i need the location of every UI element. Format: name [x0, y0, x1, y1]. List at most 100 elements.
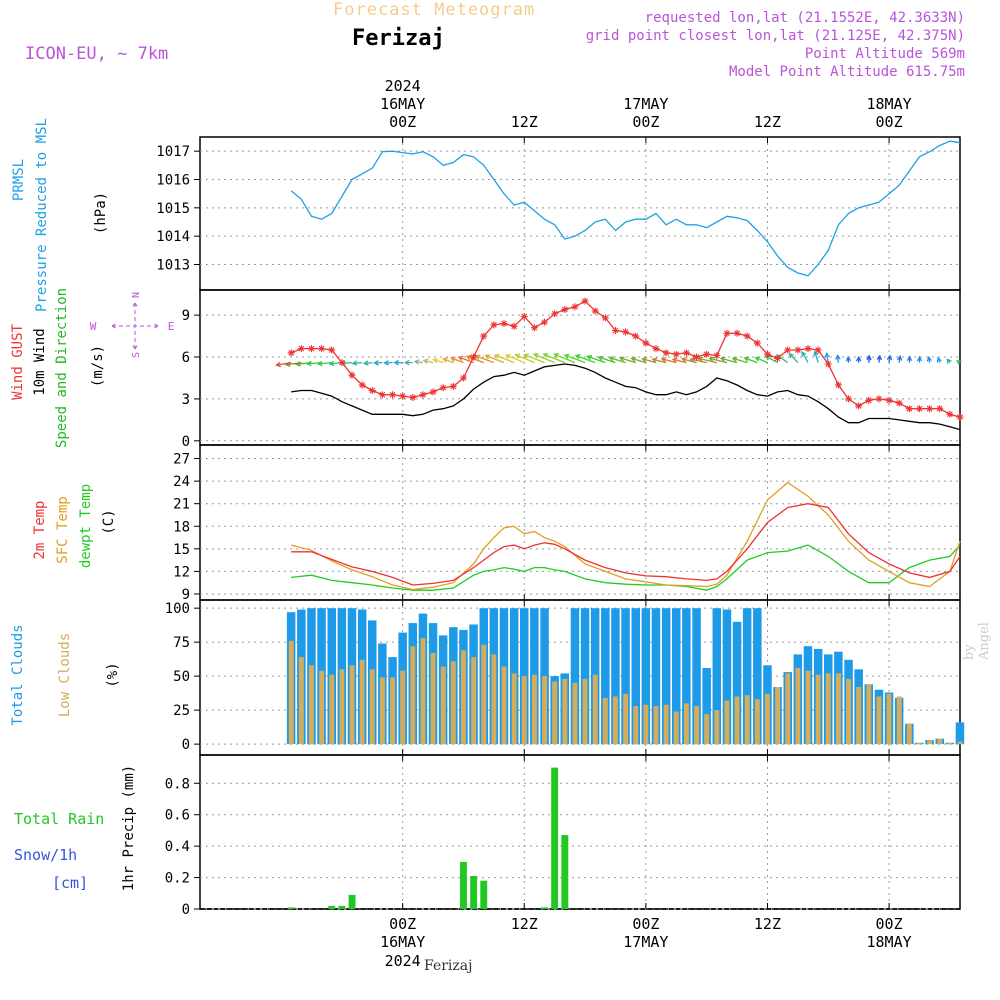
wind-gust-marker — [794, 346, 802, 354]
wind-gust-marker — [297, 345, 305, 353]
precip-ytick-label: 0.2 — [165, 871, 190, 887]
wind-gust-marker — [703, 350, 711, 358]
low-cloud-bar — [765, 693, 770, 745]
low-cloud-bar — [744, 695, 750, 745]
wind-gust-marker — [449, 382, 457, 390]
top-time-label: 00Z — [389, 113, 416, 131]
total-cloud-bar — [722, 609, 732, 745]
total-cloud-bar — [955, 722, 965, 745]
wind-arrow-head — [574, 354, 581, 360]
wind-direction-arrow — [475, 355, 495, 364]
precip-ytick-label: 0 — [182, 902, 190, 918]
bottom-time-label: 00Z — [389, 915, 416, 933]
clouds-ytick-label: 75 — [173, 635, 190, 651]
wind-gust-marker — [480, 332, 488, 340]
wind-arrow-head — [284, 361, 291, 367]
wind-arrow-head — [403, 359, 410, 366]
low-cloud-bar — [450, 661, 456, 745]
low-cloud-bar — [754, 699, 760, 745]
temperature-ytick-label: 18 — [173, 519, 190, 535]
total-rain-label: Total Rain — [14, 810, 104, 828]
wind-arrow-head — [906, 355, 913, 362]
low-cloud-bar — [359, 659, 365, 745]
wind-arrow-head — [608, 356, 615, 362]
wind-arrow-head — [926, 355, 933, 362]
low-cloud-bar — [339, 669, 345, 745]
wind-arrow-head — [457, 355, 464, 362]
wind-gust-marker — [399, 392, 407, 400]
wind-gust-marker — [845, 395, 853, 403]
low-cloud-bar — [876, 696, 882, 745]
low-cloud-bar — [430, 653, 436, 745]
wind-gust-marker — [784, 346, 792, 354]
clouds-ytick-label: 50 — [173, 669, 190, 685]
bottom-time-label: 00Z — [876, 915, 903, 933]
wind-arrow-head — [586, 354, 592, 361]
total-cloud-bar — [631, 608, 640, 745]
wind-arrow-head — [731, 356, 738, 363]
wind-gust-marker — [743, 332, 751, 340]
pressure-ytick-label: 1017 — [156, 144, 190, 160]
wind-arrow-head — [373, 360, 379, 366]
wind-label: 10m Wind — [32, 328, 48, 395]
wind-gust-marker — [763, 350, 771, 358]
low-cloud-bar — [694, 706, 699, 745]
wind-ytick-label: 6 — [182, 350, 190, 366]
wind-arrow-head — [514, 353, 521, 359]
wind-gust-marker — [551, 310, 559, 318]
wind-direction-arrow — [451, 357, 464, 364]
wind-direction-arrow — [485, 354, 505, 364]
wind-gust-marker — [672, 350, 680, 358]
wind-direction-arrow — [352, 361, 363, 365]
wind-direction-arrow — [755, 356, 768, 364]
wind-arrow-head — [697, 356, 704, 362]
pressure-ytick-label: 1015 — [156, 201, 190, 217]
wind-arrow-head — [835, 354, 841, 360]
wind-gust-marker — [774, 354, 782, 362]
wind-arrow-head — [305, 360, 312, 367]
wind-arrow-head — [450, 356, 456, 362]
wind-gust-marker — [500, 320, 508, 328]
low-cloud-bar — [349, 665, 355, 745]
low-cloud-bar — [714, 710, 720, 745]
low-cloud-bar — [369, 669, 375, 745]
wind-arrow-head — [553, 353, 559, 359]
low-cloud-bar — [390, 677, 395, 745]
low-cloud-bar — [420, 638, 426, 745]
pressure-line — [290, 140, 961, 277]
total-cloud-bar — [641, 608, 651, 745]
wind-gust-marker — [409, 394, 417, 402]
total-cloud-bar — [621, 608, 630, 745]
product-title: Forecast Meteogram — [333, 0, 536, 20]
bottom-year-label: 2024 — [385, 952, 421, 970]
pressure-ytick-label: 1016 — [156, 173, 190, 189]
wind-gust-marker — [541, 318, 549, 326]
wind-gust-marker — [520, 313, 528, 321]
wind-arrow-head — [413, 359, 420, 365]
grid-point-coords: grid point closest lon,lat (21.125E, 42.… — [585, 28, 965, 44]
wind-gust-marker — [824, 360, 832, 368]
low-cloud-bar — [927, 740, 933, 745]
top-time-label: 00Z — [632, 113, 659, 131]
wind-gust-marker — [855, 402, 863, 410]
wind-gust-marker — [662, 349, 670, 357]
wind-arrow-head — [916, 355, 923, 362]
wind-gust-marker — [419, 391, 427, 399]
low-cloud-bar — [795, 668, 801, 745]
wind-arrow-head — [563, 353, 570, 359]
top-date-label: 18MAY — [866, 95, 911, 113]
low-cloud-bar — [673, 711, 679, 745]
wind-gust-marker — [642, 339, 650, 347]
wind-gust-marker — [723, 329, 731, 337]
total-cloud-bar — [661, 608, 671, 745]
wind-arrow-head — [660, 357, 667, 363]
wind-gust-marker — [581, 297, 589, 305]
wind-arrow-head — [597, 355, 604, 361]
temperature-ytick-label: 24 — [173, 474, 190, 490]
wind-gust-marker — [946, 410, 954, 418]
top-date-label: 16MAY — [380, 95, 425, 113]
wind-direction-arrow — [709, 357, 728, 364]
low-cloud-bar — [521, 676, 527, 745]
low-cloud-bar — [684, 703, 689, 745]
